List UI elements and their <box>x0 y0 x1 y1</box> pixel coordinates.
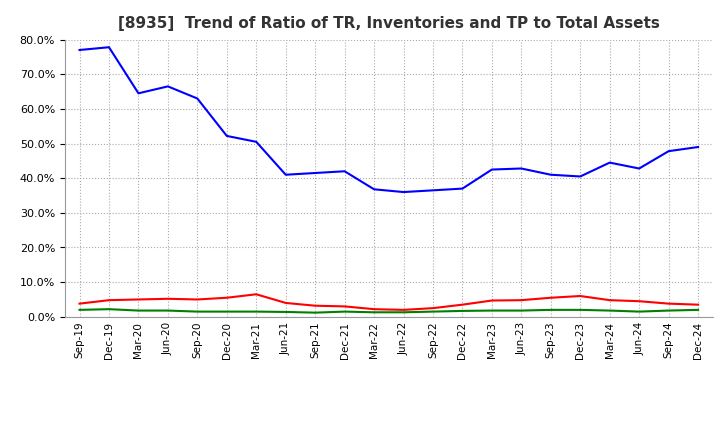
Trade Payables <box>487 308 496 313</box>
Trade Payables <box>75 307 84 312</box>
Inventories <box>252 139 261 144</box>
Trade Payables <box>428 309 437 314</box>
Trade Payables <box>134 308 143 313</box>
Trade Receivables <box>606 297 614 303</box>
Line: Trade Receivables: Trade Receivables <box>79 294 698 310</box>
Trade Receivables <box>370 307 379 312</box>
Trade Payables <box>517 308 526 313</box>
Trade Receivables <box>546 295 555 301</box>
Trade Receivables <box>75 301 84 306</box>
Title: [8935]  Trend of Ratio of TR, Inventories and TP to Total Assets: [8935] Trend of Ratio of TR, Inventories… <box>118 16 660 32</box>
Trade Payables <box>606 308 614 313</box>
Trade Receivables <box>104 297 113 303</box>
Inventories <box>193 96 202 101</box>
Inventories <box>635 166 644 171</box>
Inventories <box>458 186 467 191</box>
Trade Payables <box>193 309 202 314</box>
Trade Receivables <box>134 297 143 302</box>
Inventories <box>576 174 585 179</box>
Trade Receivables <box>517 297 526 303</box>
Trade Payables <box>576 307 585 312</box>
Trade Payables <box>163 308 172 313</box>
Trade Payables <box>311 310 320 315</box>
Inventories <box>370 187 379 192</box>
Trade Receivables <box>665 301 673 306</box>
Trade Payables <box>222 309 231 314</box>
Trade Payables <box>546 307 555 312</box>
Trade Receivables <box>428 305 437 311</box>
Trade Payables <box>635 309 644 314</box>
Trade Receivables <box>252 292 261 297</box>
Trade Payables <box>252 309 261 314</box>
Inventories <box>606 160 614 165</box>
Trade Receivables <box>635 299 644 304</box>
Trade Payables <box>104 307 113 312</box>
Inventories <box>487 167 496 172</box>
Inventories <box>75 48 84 53</box>
Trade Receivables <box>163 296 172 301</box>
Inventories <box>665 149 673 154</box>
Trade Payables <box>694 307 703 312</box>
Inventories <box>163 84 172 89</box>
Inventories <box>399 189 408 194</box>
Inventories <box>104 44 113 50</box>
Trade Payables <box>399 310 408 315</box>
Trade Payables <box>282 309 290 315</box>
Trade Receivables <box>341 304 349 309</box>
Inventories <box>222 133 231 139</box>
Trade Payables <box>370 310 379 315</box>
Inventories <box>546 172 555 177</box>
Trade Receivables <box>458 302 467 307</box>
Trade Payables <box>665 308 673 313</box>
Line: Trade Payables: Trade Payables <box>79 309 698 313</box>
Inventories <box>694 144 703 150</box>
Inventories <box>134 91 143 96</box>
Inventories <box>428 188 437 193</box>
Inventories <box>282 172 290 177</box>
Trade Receivables <box>222 295 231 301</box>
Trade Receivables <box>311 303 320 308</box>
Trade Receivables <box>487 298 496 303</box>
Trade Payables <box>458 308 467 314</box>
Trade Receivables <box>576 293 585 299</box>
Inventories <box>341 169 349 174</box>
Trade Receivables <box>694 302 703 307</box>
Trade Receivables <box>193 297 202 302</box>
Trade Payables <box>341 309 349 314</box>
Line: Inventories: Inventories <box>79 47 698 192</box>
Trade Receivables <box>282 300 290 305</box>
Inventories <box>311 170 320 176</box>
Trade Receivables <box>399 307 408 312</box>
Inventories <box>517 166 526 171</box>
